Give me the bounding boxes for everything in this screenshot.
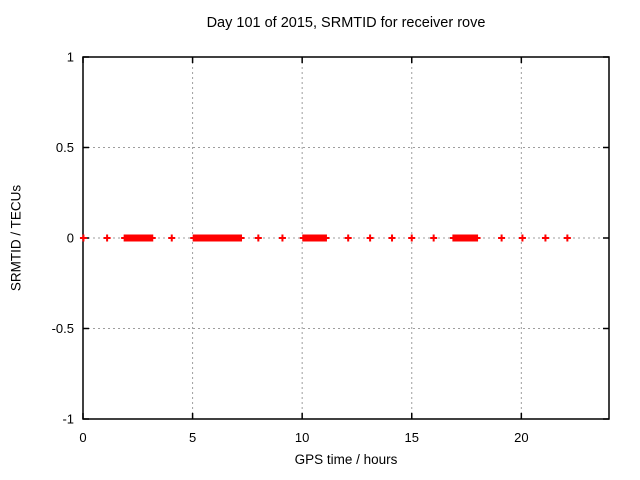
x-tick-label: 0 xyxy=(79,430,86,445)
data-point-marker xyxy=(168,234,176,242)
x-tick-label: 15 xyxy=(405,430,419,445)
data-cluster xyxy=(299,234,330,242)
y-tick-label: 0 xyxy=(67,231,74,246)
data-point-marker xyxy=(518,234,526,242)
y-tick-label: -0.5 xyxy=(52,321,74,336)
x-tick-label: 5 xyxy=(189,430,196,445)
x-tick-label: 20 xyxy=(514,430,528,445)
data-cluster xyxy=(190,234,245,242)
data-point-marker xyxy=(278,234,286,242)
data-point-marker xyxy=(541,234,549,242)
data-point-marker xyxy=(79,234,87,242)
data-point-marker xyxy=(344,234,352,242)
data-point-marker xyxy=(563,234,571,242)
y-tick-label: -1 xyxy=(62,412,74,427)
y-tick-label: 1 xyxy=(67,50,74,65)
data-point-marker xyxy=(430,234,438,242)
x-axis-title: GPS time / hours xyxy=(294,452,398,467)
x-tick-label: 10 xyxy=(295,430,309,445)
data-point-marker xyxy=(498,234,506,242)
data-cluster xyxy=(121,234,156,242)
chart-title: Day 101 of 2015, SRMTID for receiver rov… xyxy=(206,15,486,31)
data-point-marker xyxy=(366,234,374,242)
data-point-marker xyxy=(103,234,111,242)
data-point-marker xyxy=(254,234,262,242)
y-tick-label: 0.5 xyxy=(56,140,74,155)
data-point-marker xyxy=(408,234,416,242)
data-point-marker xyxy=(388,234,396,242)
data-cluster xyxy=(449,234,481,242)
